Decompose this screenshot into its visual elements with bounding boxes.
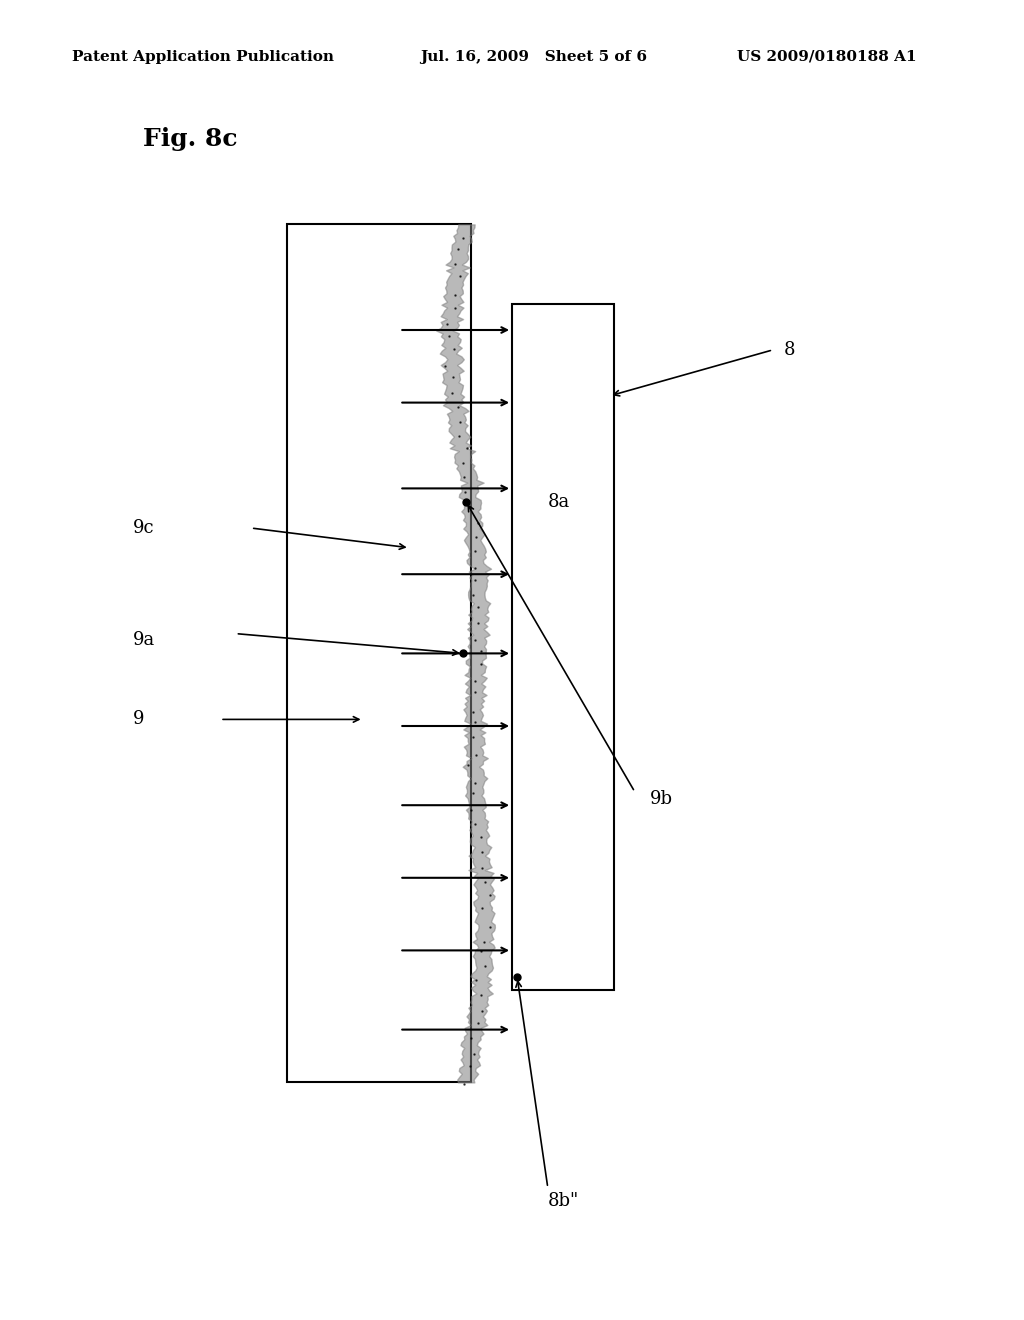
Text: 9a: 9a bbox=[133, 631, 156, 649]
Text: Patent Application Publication: Patent Application Publication bbox=[72, 50, 334, 63]
Text: 9b: 9b bbox=[650, 789, 673, 808]
Text: 8a: 8a bbox=[548, 492, 570, 511]
Text: US 2009/0180188 A1: US 2009/0180188 A1 bbox=[737, 50, 916, 63]
Text: 9: 9 bbox=[133, 710, 144, 729]
Bar bbox=[287, 224, 471, 1082]
Text: 9c: 9c bbox=[133, 519, 155, 537]
Text: Jul. 16, 2009   Sheet 5 of 6: Jul. 16, 2009 Sheet 5 of 6 bbox=[420, 50, 647, 63]
Text: 8: 8 bbox=[783, 341, 795, 359]
Text: Fig. 8c: Fig. 8c bbox=[143, 127, 238, 150]
Bar bbox=[512, 304, 614, 990]
Text: 8b": 8b" bbox=[548, 1192, 580, 1210]
